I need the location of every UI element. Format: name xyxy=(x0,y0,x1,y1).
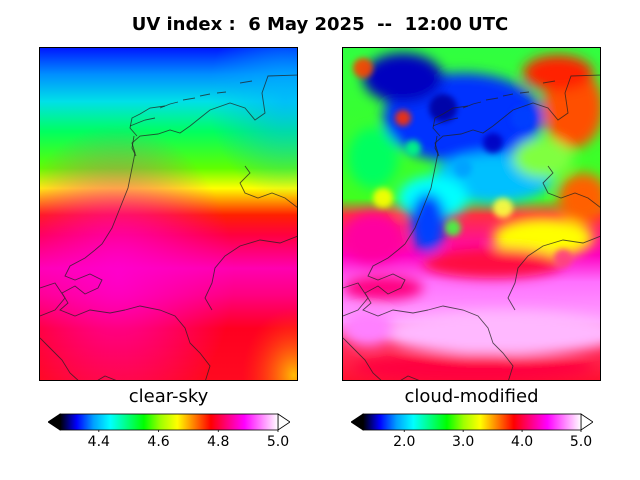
cloud-modified-map xyxy=(342,47,601,381)
colorbar-extend-min xyxy=(48,413,61,431)
coastline-outline xyxy=(343,74,600,380)
colorbar-body xyxy=(59,413,279,431)
colorbar-tick-label: 4.6 xyxy=(147,434,170,450)
colorbar-tick-label: 5.0 xyxy=(569,434,593,450)
colorbar-body xyxy=(362,413,582,431)
colorbar-extend-min xyxy=(351,413,364,431)
map-title: UV index : 6 May 2025 -- 12:00 UTC xyxy=(131,14,509,35)
coastline-outline xyxy=(40,74,297,380)
colorbar-tick-label: 2.0 xyxy=(393,434,416,450)
clear-sky-colorbar xyxy=(48,413,290,432)
wadden-islands xyxy=(129,80,253,157)
colorbar-tick-label: 4.0 xyxy=(510,434,534,450)
cloud-modified-colorbar xyxy=(351,413,593,432)
clear-sky-label: clear-sky xyxy=(128,386,209,407)
colorbar-tick-label: 5.0 xyxy=(266,434,290,450)
colorbar-tick-label: 4.4 xyxy=(87,434,110,450)
colorbar-tick-label: 3.0 xyxy=(452,434,475,450)
clear-sky-map xyxy=(39,47,298,381)
colorbar-extend-max xyxy=(277,413,290,431)
colorbar-tick-label: 4.8 xyxy=(207,434,230,450)
cloud-modified-label: cloud-modified xyxy=(404,386,539,407)
wadden-islands xyxy=(432,80,556,157)
colorbar-extend-max xyxy=(580,413,593,431)
